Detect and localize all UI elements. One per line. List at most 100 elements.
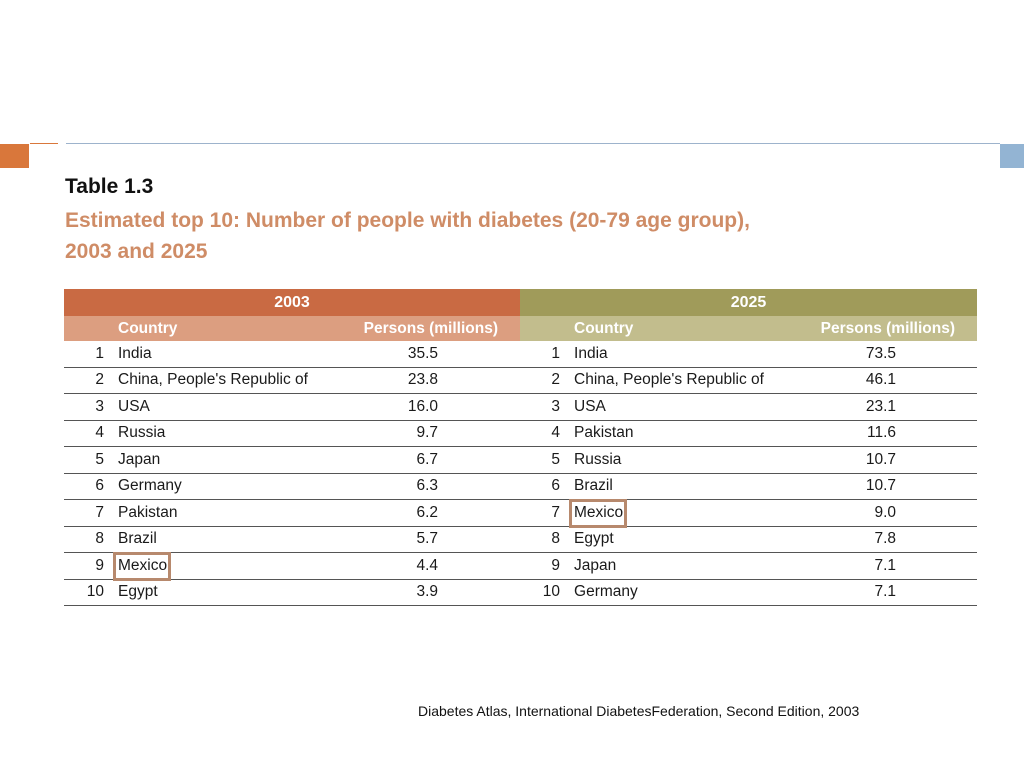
country-2025: Japan <box>568 552 769 580</box>
rank-2025-text: 8 <box>551 530 561 548</box>
country-2025: Mexico <box>568 498 769 528</box>
country-2003: Mexico <box>112 551 312 581</box>
country-2003: China, People's Republic of <box>112 367 312 394</box>
year-header-2003: 2003 <box>64 289 521 316</box>
rank-2025: 10 <box>520 579 569 606</box>
accent-orange-line <box>30 143 58 144</box>
country-2003: Germany <box>112 473 312 500</box>
persons-2003: 6.7 <box>312 446 521 474</box>
persons-2003: 5.7 <box>312 526 521 553</box>
persons-2003-text: 6.2 <box>416 503 439 521</box>
country-2003: India <box>112 341 312 368</box>
rank-2003: 4 <box>64 420 112 447</box>
country-2025-text: Russia <box>574 450 622 468</box>
country-2025-text: China, People's Republic of <box>574 371 764 389</box>
country-2025: China, People's Republic of <box>568 367 769 394</box>
rank-2025: 5 <box>520 446 569 474</box>
rank-2003-text: 8 <box>95 530 104 548</box>
persons-2025-text: 7.1 <box>874 556 897 574</box>
persons-2025-text: 10.7 <box>865 450 897 468</box>
rank-2025-text: 10 <box>542 583 561 601</box>
rank-2003: 8 <box>64 526 112 553</box>
rank-2003-text: 7 <box>95 503 104 521</box>
table-row: 1 India 35.5 1 India 73.5 <box>64 341 978 368</box>
country-header-2025: Country <box>568 316 769 341</box>
persons-2025-text: 7.8 <box>874 530 897 548</box>
country-2003-text: India <box>118 344 152 362</box>
rank-2003: 10 <box>64 579 112 606</box>
persons-2003-text: 9.7 <box>416 424 439 442</box>
country-2025-text: India <box>574 344 608 362</box>
rank-2003-text: 6 <box>95 477 104 495</box>
persons-2003: 16.0 <box>312 393 521 421</box>
country-2003: Egypt <box>112 579 312 606</box>
table-row: 9 Mexico 4.4 9 Japan 7.1 <box>64 551 978 581</box>
persons-2025: 11.6 <box>768 420 978 447</box>
country-2003-text: Brazil <box>118 530 157 548</box>
persons-header-2025: Persons (millions) <box>768 316 978 341</box>
persons-2003: 9.7 <box>312 420 521 447</box>
persons-2025: 46.1 <box>768 367 978 394</box>
persons-2025: 7.8 <box>768 526 978 553</box>
table-row: 6 Germany 6.3 6 Brazil 10.7 <box>64 473 978 500</box>
table-caption-line-1: Estimated top 10: Number of people with … <box>65 209 750 232</box>
table-row: 4 Russia 9.7 4 Pakistan 11.6 <box>64 420 978 447</box>
rank-2003-text: 10 <box>86 583 104 601</box>
persons-2025: 10.7 <box>768 446 978 474</box>
persons-2025-text: 11.6 <box>867 424 897 442</box>
rank-2025: 9 <box>520 552 569 580</box>
highlighted-country-mexico: Mexico <box>112 551 172 581</box>
rank-2003-text: 4 <box>95 424 104 442</box>
highlighted-country-mexico: Mexico <box>569 498 628 528</box>
rank-2003-text: 9 <box>95 556 104 574</box>
country-2003-text: Germany <box>118 477 182 495</box>
rank-2025-text: 7 <box>551 503 561 521</box>
table-row: 3 USA 16.0 3 USA 23.1 <box>64 393 978 421</box>
country-2025-text: Germany <box>574 583 638 601</box>
country-2003-text: Pakistan <box>118 503 178 521</box>
rank-2025-text: 1 <box>551 344 561 362</box>
persons-header-2003: Persons (millions) <box>312 316 521 341</box>
country-2003-text: USA <box>118 397 150 415</box>
country-2025: Pakistan <box>568 420 769 447</box>
rank-2025-text: 6 <box>551 477 561 495</box>
rank-2025-text: 5 <box>551 450 561 468</box>
persons-2003: 6.2 <box>312 499 521 527</box>
rank-2003-text: 5 <box>95 450 104 468</box>
country-header-2003: Country <box>112 316 312 341</box>
persons-2025: 7.1 <box>768 579 978 606</box>
persons-2003-text: 23.8 <box>407 371 439 389</box>
rank-2003: 5 <box>64 446 112 474</box>
table-row: 8 Brazil 5.7 8 Egypt 7.8 <box>64 526 978 553</box>
rank-2003-text: 3 <box>95 397 104 415</box>
persons-2003-text: 35.5 <box>407 344 439 362</box>
persons-2025: 7.1 <box>768 552 978 580</box>
table-caption: Estimated top 10: Number of people with … <box>65 205 925 267</box>
persons-2025-text: 7.1 <box>874 583 897 601</box>
persons-2025-text: 9.0 <box>874 503 897 521</box>
country-2003-text: China, People's Republic of <box>118 371 308 389</box>
country-2003-text: Russia <box>118 424 166 442</box>
rank-2003: 2 <box>64 367 112 394</box>
table-row: 7 Pakistan 6.2 7 Mexico 9.0 <box>64 498 978 528</box>
persons-2025-text: 46.1 <box>865 371 897 389</box>
country-2025: USA <box>568 393 769 421</box>
persons-2025-text: 23.1 <box>865 397 897 415</box>
rank-2025: 8 <box>520 526 569 553</box>
rank-header-2025 <box>520 316 569 341</box>
persons-2025-text: 10.7 <box>865 477 897 495</box>
persons-2003-text: 16.0 <box>407 397 439 415</box>
source-citation: Diabetes Atlas, International DiabetesFe… <box>418 703 860 719</box>
accent-blue-block <box>1000 144 1024 168</box>
year-header-2025: 2025 <box>520 289 978 316</box>
country-2003: Japan <box>112 446 312 474</box>
country-2003-text: Egypt <box>118 583 158 601</box>
country-2003: Brazil <box>112 526 312 553</box>
country-2025: India <box>568 341 769 368</box>
rank-2025: 4 <box>520 420 569 447</box>
rank-2025: 1 <box>520 341 569 368</box>
country-2003-text: Japan <box>118 450 161 468</box>
rank-2003: 6 <box>64 473 112 500</box>
persons-2003: 23.8 <box>312 367 521 394</box>
persons-2003-text: 6.7 <box>416 450 439 468</box>
